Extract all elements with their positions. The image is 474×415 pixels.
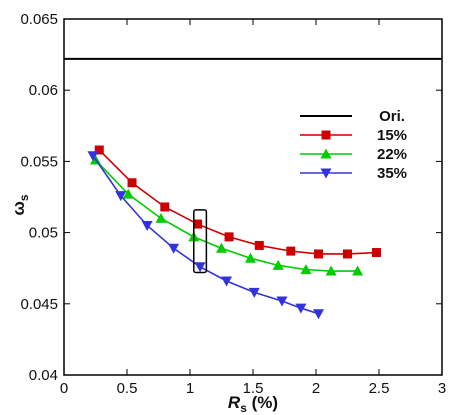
y-tick-label: 0.06 (29, 82, 58, 99)
data-point-35 (87, 151, 99, 162)
data-point-22 (352, 265, 364, 276)
x-tick-label: 0 (60, 380, 68, 397)
legend-label-15: 15% (377, 127, 407, 144)
data-point-35 (115, 191, 127, 202)
x-tick-label: 2 (312, 380, 320, 397)
x-tick-label: 3 (438, 380, 446, 397)
data-point-15 (94, 145, 104, 155)
y-tick-label: 0.04 (29, 367, 58, 384)
data-point-15 (343, 249, 352, 259)
x-axis-title-main: R (228, 393, 241, 412)
data-point-35 (168, 243, 180, 254)
data-point-35 (295, 303, 307, 314)
data-point-15 (371, 248, 381, 258)
data-point-15 (224, 232, 234, 242)
legend-marker-22 (320, 148, 332, 159)
y-tick-label: 0.045 (20, 296, 58, 313)
data-point-35 (141, 220, 153, 231)
data-point-35 (313, 309, 325, 320)
y-tick-label: 0.065 (20, 11, 58, 28)
series-line-15 (98, 149, 377, 255)
data-point-22 (300, 264, 312, 275)
x-axis-title-suffix: (%) (247, 393, 278, 412)
legend-label-35: 35% (377, 165, 407, 182)
data-point-22 (216, 242, 227, 253)
highlight-box (193, 209, 208, 274)
data-point-15 (127, 178, 137, 188)
x-tick-label: 2.5 (369, 380, 390, 397)
y-axis-title: ωs (9, 194, 31, 215)
data-point-15 (254, 240, 264, 250)
series-line-22 (94, 159, 358, 272)
y-axis-title-sub: s (17, 194, 31, 201)
x-tick-label: 1.5 (243, 380, 264, 397)
data-point-35 (248, 287, 260, 298)
data-point-22 (272, 259, 284, 270)
data-point-15 (193, 219, 203, 229)
data-point-22 (244, 252, 256, 263)
x-axis-title: Rs (%) (228, 393, 278, 415)
data-point-35 (221, 276, 233, 287)
data-point-35 (194, 262, 206, 273)
series-line-35 (92, 155, 319, 315)
data-point-15 (314, 249, 324, 259)
data-point-15 (286, 246, 296, 256)
legend-marker-15 (321, 130, 331, 140)
y-tick-label: 0.05 (29, 225, 58, 242)
legend-label-22: 22% (377, 146, 407, 163)
y-axis-title-main: ω (9, 201, 28, 215)
data-point-22 (155, 212, 167, 223)
data-point-22 (122, 188, 134, 199)
legend-label-ori: Ori. (379, 108, 405, 125)
x-tick-label: 1 (186, 380, 194, 397)
data-point-35 (276, 296, 288, 307)
y-tick-label: 0.055 (20, 153, 58, 170)
data-point-22 (325, 265, 337, 276)
x-axis-title-sub: s (240, 401, 247, 415)
x-tick-label: 0.5 (117, 380, 138, 397)
legend-marker-35 (320, 168, 332, 179)
data-point-15 (160, 202, 170, 212)
